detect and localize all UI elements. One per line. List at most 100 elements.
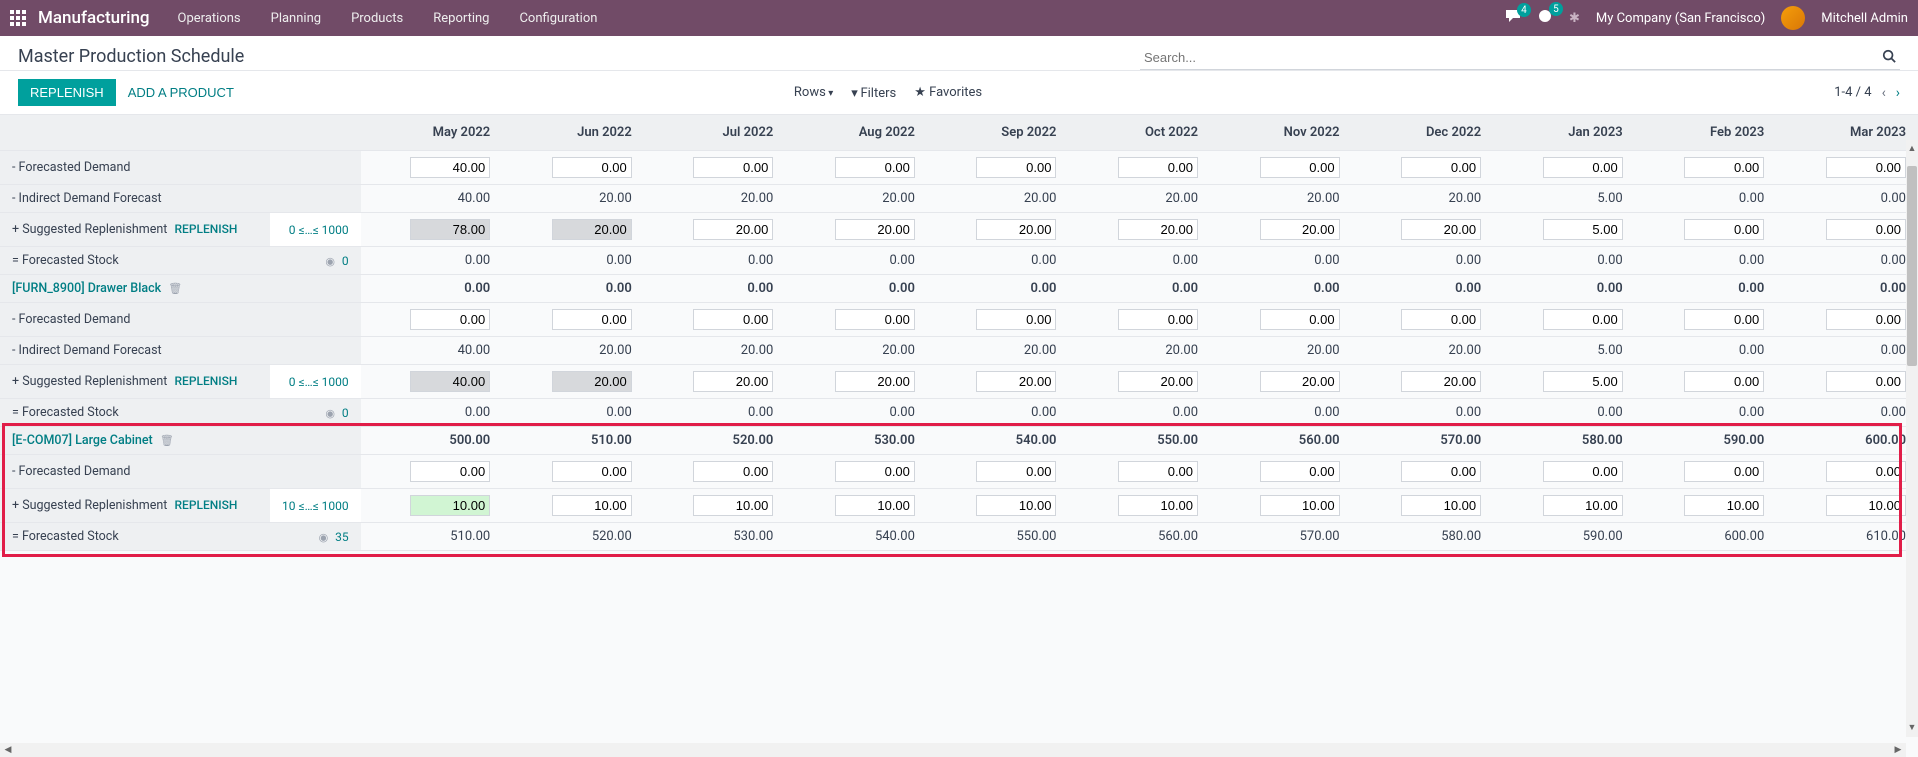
value-input[interactable]	[835, 461, 915, 482]
value-input[interactable]	[1401, 495, 1481, 516]
nav-configuration[interactable]: Configuration	[519, 11, 597, 26]
value-input[interactable]	[976, 371, 1056, 392]
value-input[interactable]	[1118, 461, 1198, 482]
value-input[interactable]	[1260, 157, 1340, 178]
product-link[interactable]: [E-COM07] Large Cabinet 🗑	[0, 427, 270, 455]
value-input[interactable]	[1684, 371, 1764, 392]
value-input[interactable]	[693, 495, 773, 516]
value-input[interactable]	[1260, 219, 1340, 240]
row-replenish-link[interactable]: REPLENISH	[174, 498, 237, 512]
rows-dropdown[interactable]: Rows	[794, 85, 833, 100]
value-input[interactable]	[410, 309, 490, 330]
value-input[interactable]	[552, 371, 632, 392]
constraint-cell[interactable]: 0 ≤…≤ 1000	[270, 365, 361, 399]
value-input[interactable]	[1684, 157, 1764, 178]
value-input[interactable]	[410, 371, 490, 392]
constraint-cell[interactable]: 10 ≤…≤ 1000	[270, 489, 361, 523]
value-input[interactable]	[1826, 371, 1906, 392]
value-input[interactable]	[835, 219, 915, 240]
value-input[interactable]	[552, 157, 632, 178]
value-input[interactable]	[693, 371, 773, 392]
pager-prev-icon[interactable]: ‹	[1882, 85, 1886, 101]
nav-planning[interactable]: Planning	[271, 11, 321, 26]
value-input[interactable]	[835, 495, 915, 516]
value-input[interactable]	[693, 461, 773, 482]
value-input[interactable]	[976, 157, 1056, 178]
value-input[interactable]	[552, 461, 632, 482]
value-input[interactable]	[1543, 461, 1623, 482]
value-input[interactable]	[693, 219, 773, 240]
value-input[interactable]	[1543, 219, 1623, 240]
value-input[interactable]	[1826, 461, 1906, 482]
value-input[interactable]	[835, 309, 915, 330]
filters-button[interactable]: ▾ Filters	[851, 85, 896, 101]
value-input[interactable]	[1543, 309, 1623, 330]
value-input[interactable]	[1118, 219, 1198, 240]
scroll-up-icon[interactable]: ▲	[1906, 140, 1918, 156]
scroll-left-icon[interactable]: ◀	[0, 743, 16, 757]
row-replenish-link[interactable]: REPLENISH	[174, 374, 237, 388]
value-input[interactable]	[410, 461, 490, 482]
constraint-cell[interactable]: 0 ≤…≤ 1000	[270, 213, 361, 247]
value-input[interactable]	[410, 495, 490, 516]
pager-next-icon[interactable]: ›	[1896, 85, 1900, 101]
value-input[interactable]	[1826, 495, 1906, 516]
value-input[interactable]	[976, 495, 1056, 516]
user-avatar[interactable]	[1781, 6, 1805, 30]
scroll-thumb[interactable]	[1907, 166, 1917, 366]
value-input[interactable]	[1401, 371, 1481, 392]
search-input[interactable]	[1140, 46, 1900, 70]
value-input[interactable]	[693, 309, 773, 330]
favorites-button[interactable]: ★ Favorites	[914, 85, 982, 100]
nav-products[interactable]: Products	[351, 11, 403, 26]
vertical-scrollbar[interactable]: ▲ ▼	[1906, 156, 1918, 717]
value-input[interactable]	[552, 495, 632, 516]
horizontal-scrollbar[interactable]: ◀ ▶	[0, 743, 1906, 757]
value-input[interactable]	[835, 157, 915, 178]
value-input[interactable]	[976, 461, 1056, 482]
value-input[interactable]	[1684, 309, 1764, 330]
value-input[interactable]	[1260, 309, 1340, 330]
search-icon[interactable]	[1882, 49, 1896, 67]
value-input[interactable]	[1260, 461, 1340, 482]
value-input[interactable]	[1118, 371, 1198, 392]
company-switcher[interactable]: My Company (San Francisco)	[1596, 11, 1765, 26]
value-input[interactable]	[1401, 219, 1481, 240]
value-input[interactable]	[1826, 219, 1906, 240]
value-input[interactable]	[1260, 371, 1340, 392]
debug-icon[interactable]: ✱	[1569, 11, 1580, 26]
replenish-button[interactable]: REPLENISH	[18, 79, 116, 106]
trash-icon[interactable]: 🗑	[168, 282, 182, 295]
row-replenish-link[interactable]: REPLENISH	[174, 222, 237, 236]
value-input[interactable]	[1684, 461, 1764, 482]
value-input[interactable]	[1543, 495, 1623, 516]
value-input[interactable]	[1260, 495, 1340, 516]
product-link[interactable]: [FURN_8900] Drawer Black 🗑	[0, 275, 270, 303]
activity-icon[interactable]: 5	[1537, 8, 1553, 28]
value-input[interactable]	[410, 219, 490, 240]
value-input[interactable]	[1401, 461, 1481, 482]
value-input[interactable]	[1826, 309, 1906, 330]
value-input[interactable]	[410, 157, 490, 178]
trash-icon[interactable]: 🗑	[160, 434, 174, 447]
user-name[interactable]: Mitchell Admin	[1821, 11, 1908, 26]
value-input[interactable]	[1826, 157, 1906, 178]
value-input[interactable]	[835, 371, 915, 392]
nav-reporting[interactable]: Reporting	[433, 11, 489, 26]
value-input[interactable]	[693, 157, 773, 178]
add-product-button[interactable]: ADD A PRODUCT	[128, 85, 234, 100]
value-input[interactable]	[552, 219, 632, 240]
scroll-right-icon[interactable]: ▶	[1890, 743, 1906, 757]
value-input[interactable]	[552, 309, 632, 330]
nav-operations[interactable]: Operations	[178, 11, 241, 26]
value-input[interactable]	[1684, 495, 1764, 516]
messages-icon[interactable]: 4	[1505, 9, 1521, 27]
value-input[interactable]	[1684, 219, 1764, 240]
value-input[interactable]	[1118, 157, 1198, 178]
value-input[interactable]	[1401, 309, 1481, 330]
scroll-down-icon[interactable]: ▼	[1906, 717, 1918, 737]
value-input[interactable]	[1543, 157, 1623, 178]
value-input[interactable]	[976, 219, 1056, 240]
value-input[interactable]	[1118, 309, 1198, 330]
value-input[interactable]	[1543, 371, 1623, 392]
